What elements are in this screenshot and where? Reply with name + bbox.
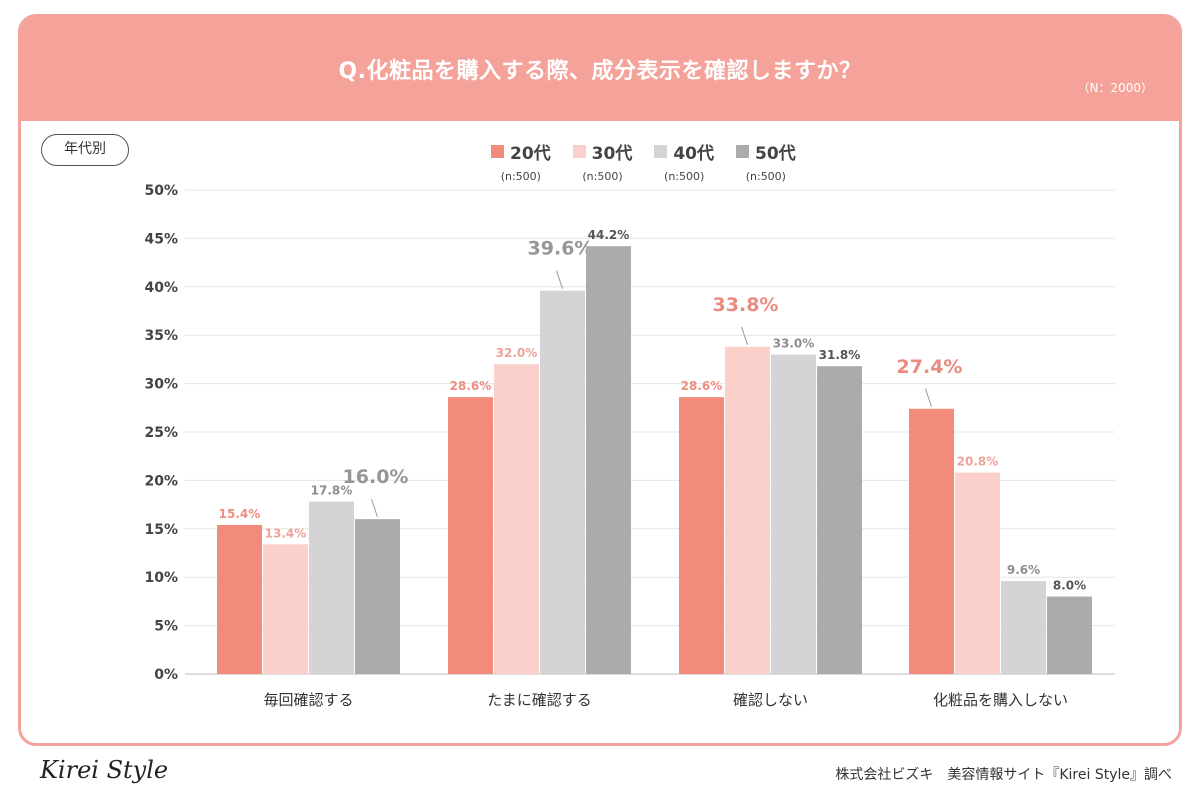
- data-label: 33.0%: [773, 337, 815, 351]
- bar: [586, 246, 631, 675]
- legend-n-30s: (n:500): [582, 170, 623, 183]
- legend-label-50s: 50代: [755, 144, 796, 164]
- data-label: 13.4%: [265, 526, 307, 540]
- legend-swatch-40s: [654, 145, 668, 158]
- legend-label-20s: 20代: [510, 144, 551, 164]
- bar: [540, 290, 585, 674]
- y-tick-label: 20%: [144, 473, 178, 489]
- legend-item-30s: 30代 (n:500): [572, 139, 633, 183]
- legend-n-50s: (n:500): [745, 170, 786, 183]
- brand-logo: Kirei Style: [40, 756, 169, 784]
- legend-label-40s: 40代: [673, 144, 715, 164]
- question-title: Q.化粧品を購入する際、成分表示を確認しますか？: [338, 59, 862, 84]
- label-leader-line: [741, 326, 748, 345]
- bar: [817, 366, 862, 674]
- data-label: 39.6%: [528, 238, 594, 260]
- bar: [309, 501, 354, 674]
- data-label: 44.2%: [588, 228, 630, 242]
- y-tick-label: 40%: [144, 280, 178, 296]
- data-label: 20.8%: [957, 455, 999, 469]
- card-header: Q.化粧品を購入する際、成分表示を確認しますか？ （N：2000）: [21, 17, 1179, 121]
- data-label: 31.8%: [819, 348, 861, 362]
- legend-item-20s: 20代 (n:500): [491, 139, 551, 183]
- y-tick-label: 45%: [144, 231, 178, 247]
- data-label: 16.0%: [343, 466, 409, 488]
- bar: [679, 397, 724, 674]
- source-credit: 株式会社ビズキ 美容情報サイト『Kirei Style』調べ: [835, 767, 1172, 783]
- label-leader-line: [556, 270, 563, 289]
- x-category-label: 確認しない: [733, 691, 808, 709]
- sample-size: （N：2000）: [1077, 81, 1153, 95]
- legend-swatch-20s: [491, 145, 504, 158]
- legend-swatch-50s: [736, 145, 750, 158]
- bar: [355, 519, 400, 674]
- data-label: 9.6%: [1007, 563, 1040, 577]
- legend: 20代 (n:500) 30代 (n:500) 40代 (n:500) 50代 …: [491, 139, 796, 183]
- data-label: 28.6%: [681, 379, 723, 393]
- bar: [1047, 596, 1092, 674]
- data-label: 28.6%: [450, 379, 492, 393]
- legend-swatch-30s: [572, 145, 586, 158]
- legend-item-40s: 40代 (n:500): [654, 139, 714, 183]
- x-category-label: たまに確認する: [487, 691, 592, 709]
- bar: [909, 408, 954, 674]
- legend-item-50s: 50代 (n:500): [736, 139, 796, 183]
- y-tick-label: 10%: [144, 570, 178, 586]
- bar: [955, 472, 1000, 674]
- bar: [771, 354, 816, 674]
- bar: [725, 346, 770, 674]
- data-label: 15.4%: [219, 507, 261, 521]
- bar: [217, 524, 262, 674]
- legend-n-40s: (n:500): [664, 170, 705, 183]
- y-tick-label: 50%: [144, 183, 178, 199]
- bar: [494, 364, 539, 674]
- label-leader-line: [925, 388, 932, 407]
- legend-label-30s: 30代: [591, 144, 633, 164]
- y-tick-label: 15%: [144, 522, 178, 538]
- bar: [448, 397, 493, 674]
- y-tick-label: 35%: [144, 328, 178, 344]
- y-tick-label: 0%: [154, 667, 178, 683]
- legend-n-20s: (n:500): [500, 170, 541, 183]
- data-label: 8.0%: [1053, 579, 1086, 593]
- y-tick-label: 30%: [144, 377, 178, 393]
- bar: [263, 544, 308, 674]
- data-label: 32.0%: [496, 346, 538, 360]
- segment-tag: 年代別: [41, 134, 129, 166]
- data-label: 33.8%: [713, 294, 779, 316]
- x-category-label: 毎回確認する: [263, 691, 353, 709]
- x-category-label: 化粧品を購入しない: [933, 691, 1068, 709]
- label-leader-line: [371, 498, 378, 518]
- bar: [1001, 581, 1046, 674]
- data-label: 27.4%: [897, 356, 963, 378]
- y-tick-label: 5%: [154, 619, 178, 635]
- y-tick-label: 25%: [144, 425, 178, 441]
- data-label: 17.8%: [311, 484, 353, 498]
